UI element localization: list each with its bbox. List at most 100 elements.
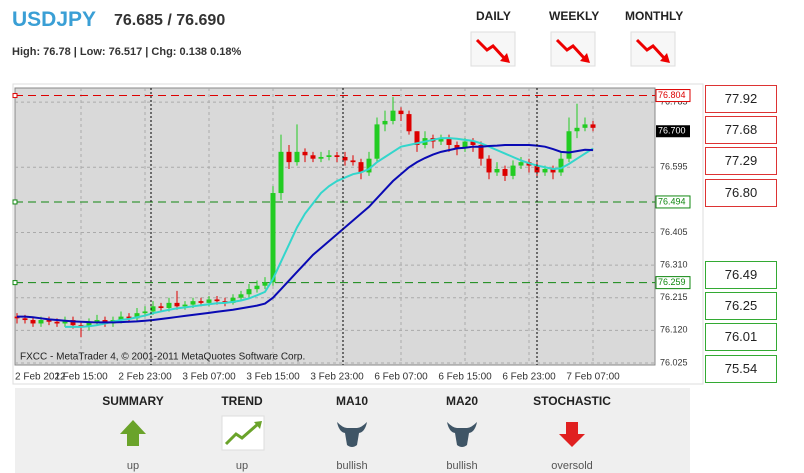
candle-body: [126, 316, 132, 319]
candle-body: [70, 320, 76, 326]
candle-body: [310, 155, 316, 159]
candle-body: [294, 151, 300, 163]
candle-body: [486, 158, 492, 173]
candle-body: [398, 110, 404, 115]
candle-body: [406, 114, 412, 132]
candle-body: [478, 144, 484, 159]
support-level: 76.49: [705, 261, 777, 289]
candle-body: [174, 302, 180, 307]
summary-title: SUMMARY: [102, 394, 164, 408]
candle-body: [454, 144, 460, 149]
resistance-level: 77.92: [705, 85, 777, 113]
candle-body: [414, 131, 420, 145]
candle-body: [334, 155, 340, 157]
level-square: [12, 280, 18, 286]
stats: High: 76.78 | Low: 76.517 | Chg: 0.138 0…: [12, 46, 242, 58]
watermark: FXCC - MetaTrader 4, © 2001-2011 MetaQuo…: [20, 352, 305, 363]
x-tick-label: 2 Feb 2012: [15, 372, 66, 383]
level-tag: [655, 89, 691, 103]
candle-body: [166, 302, 172, 309]
candle-body: [462, 141, 468, 149]
resistance-level: 77.68: [705, 116, 777, 144]
summary-title: MA10: [336, 394, 368, 408]
level-label: 76.494: [658, 196, 686, 206]
support-level: 75.54: [705, 355, 777, 383]
candle-body: [270, 193, 276, 283]
y-tick-label: 76.405: [660, 227, 688, 237]
resistance-level: 76.80: [705, 179, 777, 207]
candle-body: [190, 301, 196, 305]
candle-body: [366, 158, 372, 173]
candle-body: [518, 162, 524, 166]
y-tick-label: 76.120: [660, 325, 688, 335]
trend-label: WEEKLY: [549, 9, 600, 23]
y-tick-label: 76.215: [660, 292, 688, 302]
support-level: 76.01: [705, 323, 777, 351]
summary-title: TREND: [221, 394, 263, 408]
candle-body: [470, 141, 476, 145]
candle-body: [342, 156, 348, 161]
candle-body: [182, 304, 188, 307]
y-tick-label: 76.310: [660, 259, 688, 269]
level-square: [12, 199, 18, 205]
candle-body: [118, 316, 124, 321]
candle-body: [38, 320, 44, 324]
candle-body: [326, 155, 332, 157]
x-tick-label: 2 Feb 23:00: [118, 372, 172, 383]
candle-body: [54, 321, 60, 324]
candle-body: [358, 162, 364, 173]
candle-body: [446, 138, 452, 145]
candle-body: [206, 299, 212, 303]
plot: [14, 88, 655, 365]
candle-body: [150, 306, 156, 312]
support-level: 76.25: [705, 292, 777, 320]
candle-body: [390, 110, 396, 121]
candle-body: [502, 169, 508, 176]
summary-value: up: [236, 460, 248, 472]
candle-body: [510, 165, 516, 176]
candle-body: [582, 124, 588, 128]
candle-body: [574, 127, 580, 132]
candle-body: [590, 124, 596, 128]
candle-body: [286, 151, 292, 163]
level-tag: [655, 195, 691, 209]
candle-body: [542, 169, 548, 173]
x-tick-label: 6 Feb 07:00: [374, 372, 428, 383]
summary-icons: [120, 415, 585, 451]
y-tick-label: 76.025: [660, 357, 688, 367]
candle-body: [438, 138, 444, 142]
candle-body: [158, 306, 164, 309]
trend-icons: [470, 31, 676, 67]
candle-body: [214, 299, 220, 302]
summary-value: oversold: [551, 460, 593, 472]
candle-body: [86, 321, 92, 327]
trend-label: DAILY: [476, 9, 511, 23]
candle-body: [46, 320, 52, 322]
quote: 76.685 / 76.690: [114, 12, 226, 29]
candle-body: [94, 320, 100, 322]
candle-body: [550, 169, 556, 173]
x-tick-label: 3 Feb 23:00: [310, 372, 364, 383]
symbol: USDJPY: [12, 8, 97, 31]
x-tick-label: 3 Feb 15:00: [246, 372, 300, 383]
candle-body: [350, 160, 356, 163]
candle-body: [302, 151, 308, 156]
candle-body: [22, 318, 28, 321]
candle-body: [30, 320, 36, 324]
level-label: 76.259: [658, 277, 686, 287]
summary-title: STOCHASTIC: [533, 394, 611, 408]
candle-body: [230, 297, 236, 303]
summary-value: bullish: [446, 460, 477, 472]
moving-average: [17, 143, 594, 324]
x-tick-label: 6 Feb 23:00: [502, 372, 556, 383]
candle-body: [558, 158, 564, 173]
candle-body: [142, 311, 148, 314]
candle-body: [262, 282, 268, 286]
x-tick-label: 2 Feb 15:00: [54, 372, 108, 383]
candle-body: [382, 120, 388, 125]
x-tick-label: 6 Feb 15:00: [438, 372, 492, 383]
resistance-level: 77.29: [705, 147, 777, 175]
candle-body: [494, 169, 500, 173]
summary-value: up: [127, 460, 139, 472]
